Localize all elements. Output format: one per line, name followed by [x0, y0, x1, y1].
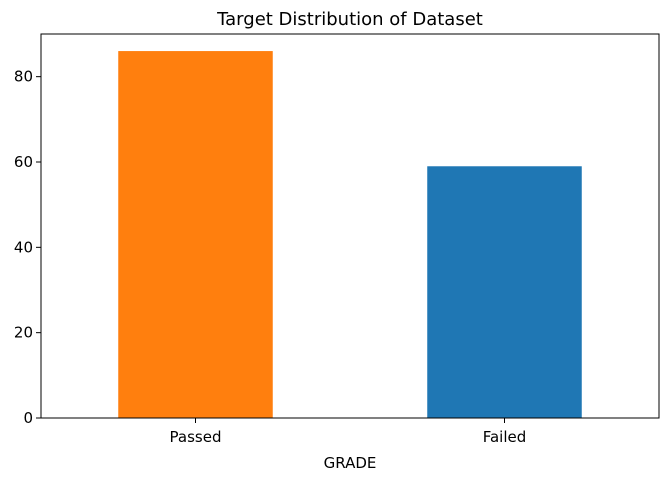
y-tick-label: 60: [14, 153, 33, 171]
y-tick-label: 40: [14, 238, 33, 256]
plot-frame: [40, 33, 660, 419]
y-tick-label: 80: [14, 68, 33, 86]
bar-failed: [427, 166, 582, 418]
x-axis: Passed Failed: [170, 418, 527, 446]
bars-group: [118, 51, 582, 419]
bar-passed: [118, 51, 273, 419]
x-tick-label: Failed: [483, 428, 527, 446]
chart-title: Target Distribution of Dataset: [216, 9, 483, 30]
x-axis-title: GRADE: [324, 454, 377, 472]
y-tick-label: 20: [14, 324, 33, 342]
y-tick-label: 0: [23, 409, 33, 427]
x-tick-label: Passed: [170, 428, 222, 446]
y-axis: 0 20 40 60 80: [14, 68, 41, 427]
